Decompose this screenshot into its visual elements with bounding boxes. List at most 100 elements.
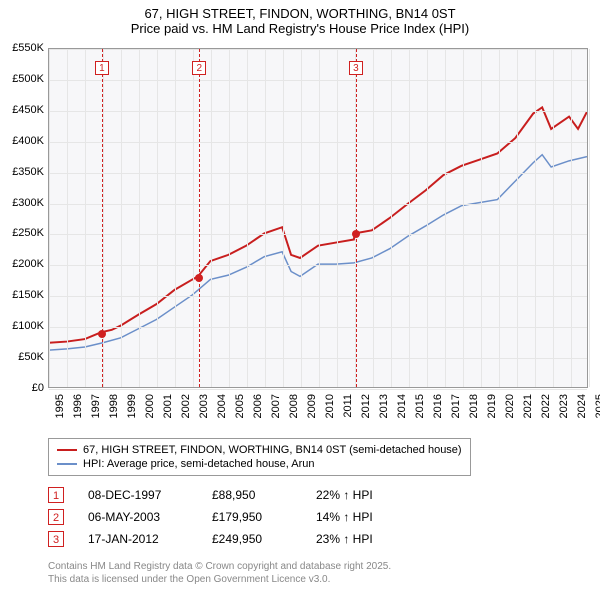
event-line: [356, 49, 357, 387]
gridline-v: [229, 49, 230, 387]
gridline-v: [409, 49, 410, 387]
legend-swatch-hpi: [57, 463, 77, 465]
x-tick-label: 2003: [198, 394, 210, 434]
gridline-v: [445, 49, 446, 387]
y-tick-label: £0: [32, 382, 44, 394]
x-tick-label: 2000: [144, 394, 156, 434]
event-row: 2 06-MAY-2003 £179,950 14% ↑ HPI: [48, 506, 406, 528]
event-date: 08-DEC-1997: [88, 488, 188, 502]
event-dot: [352, 230, 360, 238]
y-tick-label: £450K: [12, 104, 44, 116]
gridline-h: [49, 142, 587, 143]
y-tick-label: £100K: [12, 320, 44, 332]
legend-label-property: 67, HIGH STREET, FINDON, WORTHING, BN14 …: [83, 444, 462, 456]
gridline-v: [247, 49, 248, 387]
y-tick-label: £300K: [12, 197, 44, 209]
x-tick-label: 1999: [126, 394, 138, 434]
x-tick-label: 2020: [504, 394, 516, 434]
plot-area: 123: [48, 48, 588, 388]
x-tick-label: 2009: [306, 394, 318, 434]
chart-container: 67, HIGH STREET, FINDON, WORTHING, BN14 …: [0, 0, 600, 590]
event-num-box: 2: [48, 509, 64, 525]
gridline-v: [535, 49, 536, 387]
gridline-h: [49, 265, 587, 266]
legend-item-property: 67, HIGH STREET, FINDON, WORTHING, BN14 …: [57, 443, 462, 457]
gridline-h: [49, 49, 587, 50]
gridline-v: [319, 49, 320, 387]
x-tick-label: 2016: [432, 394, 444, 434]
title-subtitle: Price paid vs. HM Land Registry's House …: [0, 21, 600, 36]
x-tick-label: 2022: [540, 394, 552, 434]
x-tick-label: 1998: [108, 394, 120, 434]
event-dot: [98, 330, 106, 338]
x-tick-label: 2005: [234, 394, 246, 434]
x-tick-label: 2001: [162, 394, 174, 434]
y-tick-label: £50K: [18, 351, 44, 363]
event-price: £249,950: [212, 532, 292, 546]
gridline-v: [499, 49, 500, 387]
event-line: [199, 49, 200, 387]
gridline-v: [211, 49, 212, 387]
y-tick-label: £400K: [12, 135, 44, 147]
y-tick-label: £150K: [12, 289, 44, 301]
legend-label-hpi: HPI: Average price, semi-detached house,…: [83, 458, 315, 470]
gridline-v: [463, 49, 464, 387]
x-tick-label: 2024: [576, 394, 588, 434]
gridline-v: [373, 49, 374, 387]
x-tick-label: 2018: [468, 394, 480, 434]
event-row: 1 08-DEC-1997 £88,950 22% ↑ HPI: [48, 484, 406, 506]
x-tick-label: 2002: [180, 394, 192, 434]
x-tick-label: 2023: [558, 394, 570, 434]
gridline-h: [49, 296, 587, 297]
y-axis-labels: £0£50K£100K£150K£200K£250K£300K£350K£400…: [0, 48, 46, 388]
x-tick-label: 2010: [324, 394, 336, 434]
gridline-v: [571, 49, 572, 387]
gridline-v: [139, 49, 140, 387]
gridline-h: [49, 111, 587, 112]
event-marker: 2: [192, 61, 206, 75]
line-svg: [49, 49, 587, 387]
y-tick-label: £550K: [12, 42, 44, 54]
gridline-v: [67, 49, 68, 387]
gridline-h: [49, 327, 587, 328]
event-delta: 23% ↑ HPI: [316, 532, 406, 546]
gridline-v: [517, 49, 518, 387]
footer-line1: Contains HM Land Registry data © Crown c…: [48, 560, 391, 573]
legend: 67, HIGH STREET, FINDON, WORTHING, BN14 …: [48, 438, 471, 476]
events-table: 1 08-DEC-1997 £88,950 22% ↑ HPI 2 06-MAY…: [48, 484, 406, 550]
gridline-h: [49, 204, 587, 205]
event-row: 3 17-JAN-2012 £249,950 23% ↑ HPI: [48, 528, 406, 550]
event-marker: 1: [95, 61, 109, 75]
x-axis-labels: 1995199619971998199920002001200220032004…: [48, 390, 588, 440]
gridline-h: [49, 80, 587, 81]
gridline-v: [49, 49, 50, 387]
x-tick-label: 2014: [396, 394, 408, 434]
event-price: £88,950: [212, 488, 292, 502]
event-delta: 14% ↑ HPI: [316, 510, 406, 524]
x-tick-label: 2006: [252, 394, 264, 434]
event-date: 06-MAY-2003: [88, 510, 188, 524]
gridline-v: [427, 49, 428, 387]
gridline-v: [337, 49, 338, 387]
gridline-v: [589, 49, 590, 387]
event-num-box: 3: [48, 531, 64, 547]
gridline-h: [49, 234, 587, 235]
x-tick-label: 2011: [342, 394, 354, 434]
legend-item-hpi: HPI: Average price, semi-detached house,…: [57, 457, 462, 471]
gridline-v: [481, 49, 482, 387]
gridline-v: [193, 49, 194, 387]
gridline-v: [391, 49, 392, 387]
gridline-v: [121, 49, 122, 387]
legend-swatch-property: [57, 449, 77, 451]
y-tick-label: £350K: [12, 166, 44, 178]
y-tick-label: £250K: [12, 227, 44, 239]
gridline-v: [265, 49, 266, 387]
event-dot: [195, 274, 203, 282]
x-tick-label: 2013: [378, 394, 390, 434]
x-tick-label: 2015: [414, 394, 426, 434]
x-tick-label: 2004: [216, 394, 228, 434]
gridline-h: [49, 173, 587, 174]
x-tick-label: 1997: [90, 394, 102, 434]
x-tick-label: 2021: [522, 394, 534, 434]
x-tick-label: 2008: [288, 394, 300, 434]
